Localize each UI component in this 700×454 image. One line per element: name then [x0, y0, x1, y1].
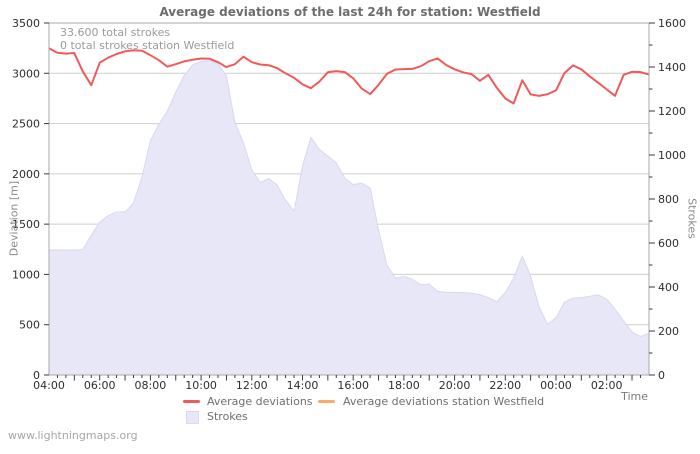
svg-text:04:00: 04:00	[33, 379, 65, 392]
annotations: 33.600 total strokes 0 total strokes sta…	[60, 26, 234, 52]
svg-text:0: 0	[33, 369, 40, 382]
svg-text:06:00: 06:00	[84, 379, 116, 392]
legend-swatch-average-deviations	[183, 400, 200, 403]
svg-text:20:00: 20:00	[439, 379, 471, 392]
x-axis-title: Time	[621, 390, 648, 403]
average-deviations-line	[48, 47, 650, 105]
svg-text:1600: 1600	[658, 17, 686, 30]
svg-text:400: 400	[658, 281, 679, 294]
svg-text:2500: 2500	[12, 118, 40, 131]
svg-text:12:00: 12:00	[236, 379, 268, 392]
legend-swatch-average-deviations-station	[318, 400, 335, 403]
svg-text:1400: 1400	[658, 61, 686, 74]
legend-label-average-deviations-station: Average deviations station Westfield	[343, 395, 545, 408]
axis-ticks	[44, 22, 655, 381]
svg-text:02:00: 02:00	[591, 379, 623, 392]
svg-text:18:00: 18:00	[388, 379, 420, 392]
svg-text:200: 200	[658, 325, 679, 338]
watermark: www.lightningmaps.org	[8, 429, 138, 442]
legend-label-average-deviations: Average deviations	[207, 395, 313, 408]
right-axis-title: Strokes	[685, 198, 699, 239]
chart-title: Average deviations of the last 24h for s…	[159, 5, 541, 19]
svg-text:08:00: 08:00	[135, 379, 167, 392]
svg-text:14:00: 14:00	[287, 379, 319, 392]
strokes-area	[49, 60, 649, 376]
svg-text:3000: 3000	[12, 67, 40, 80]
svg-text:1500: 1500	[12, 218, 40, 231]
svg-text:2000: 2000	[12, 168, 40, 181]
legend-label-strokes: Strokes	[207, 410, 248, 423]
svg-text:1200: 1200	[658, 105, 686, 118]
svg-text:1000: 1000	[658, 149, 686, 162]
svg-text:600: 600	[658, 237, 679, 250]
svg-text:16:00: 16:00	[337, 379, 369, 392]
svg-text:22:00: 22:00	[489, 379, 521, 392]
svg-text:10:00: 10:00	[185, 379, 217, 392]
station-strokes-annotation: 0 total strokes station Westfield	[60, 39, 235, 52]
strokes-area-edge	[49, 59, 650, 338]
svg-text:1000: 1000	[12, 268, 40, 281]
left-axis-title: Deviation [m]	[7, 180, 21, 257]
svg-text:800: 800	[658, 193, 679, 206]
svg-text:00:00: 00:00	[540, 379, 572, 392]
svg-text:3500: 3500	[12, 17, 40, 30]
total-strokes-annotation: 33.600 total strokes	[60, 26, 171, 39]
axis-tick-labels: 0 500 1000 1500 2000 2500 3000 3500 0 200 400 600 80…	[12, 17, 686, 392]
svg-text:500: 500	[19, 319, 40, 332]
legend-swatch-strokes	[186, 411, 199, 424]
svg-text:0: 0	[658, 369, 665, 382]
